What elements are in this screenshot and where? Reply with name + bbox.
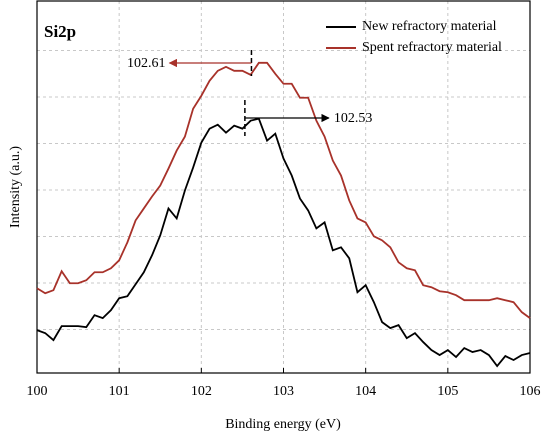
- x-tick-label: 104: [355, 384, 376, 399]
- x-tick-label: 103: [273, 384, 294, 399]
- x-tick-label: 106: [520, 384, 541, 399]
- x-tick-label: 102: [191, 384, 212, 399]
- y-axis-label: Intensity (a.u.): [8, 146, 23, 228]
- legend-label: New refractory material: [362, 19, 497, 34]
- x-tick-label: 101: [109, 384, 130, 399]
- x-axis-label: Binding energy (eV): [225, 417, 341, 432]
- chart-title: Si2p: [44, 22, 76, 41]
- legend-label: Spent refractory material: [362, 40, 502, 55]
- plot-frame: [36, 0, 531, 374]
- peak-label: 102.61: [127, 56, 166, 71]
- x-tick-label: 105: [437, 384, 458, 399]
- data-line: [36, 61, 531, 319]
- peak-label: 102.53: [334, 111, 373, 126]
- data-line: [36, 117, 531, 368]
- x-tick-label: 100: [27, 384, 48, 399]
